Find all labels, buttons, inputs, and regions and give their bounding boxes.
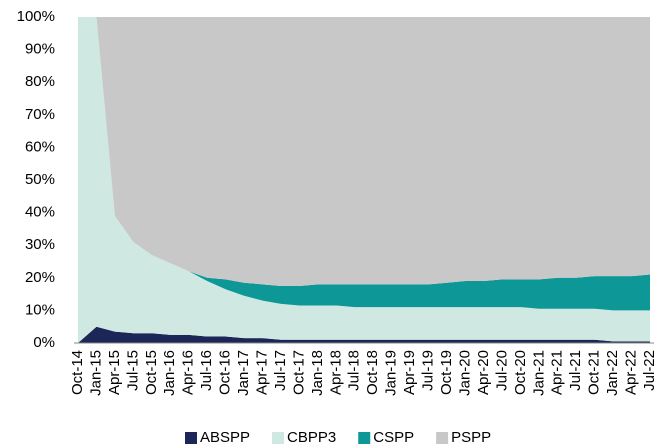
legend-label: CBPP3 [287, 429, 336, 446]
x-tick-label: Jan-17 [235, 350, 252, 396]
y-tick-label: 10% [25, 301, 55, 318]
legend-label: ABSPP [200, 429, 250, 446]
legend-label: CSPP [373, 429, 414, 446]
x-tick-label: Jan-19 [383, 350, 400, 396]
x-tick-label: Jul-16 [198, 350, 215, 391]
x-tick-label: Jan-16 [161, 350, 178, 396]
legend-swatch [436, 432, 449, 444]
x-tick-label: Jul-21 [567, 350, 584, 391]
legend-label: PSPP [451, 429, 491, 446]
x-tick-label: Jul-20 [493, 350, 510, 391]
x-tick-label: Apr-18 [327, 350, 344, 395]
x-tick-label: Oct-18 [364, 350, 381, 395]
y-tick-label: 20% [25, 269, 55, 286]
x-tick-label: Jul-19 [420, 350, 437, 391]
y-tick-label: 0% [33, 334, 55, 351]
x-tick-label: Jul-22 [641, 350, 658, 391]
y-tick-label: 90% [25, 41, 55, 58]
x-tick-label: Apr-22 [623, 350, 640, 395]
y-tick-label: 60% [25, 138, 55, 155]
y-tick-label: 30% [25, 236, 55, 253]
x-tick-label: Oct-14 [69, 350, 86, 395]
y-tick-label: 100% [17, 8, 55, 25]
x-tick-label: Apr-19 [401, 350, 418, 395]
x-tick-label: Oct-15 [143, 350, 160, 395]
area [78, 17, 650, 311]
y-tick-label: 80% [25, 73, 55, 90]
y-tick-label: 50% [25, 171, 55, 188]
x-tick-label: Jul-18 [346, 350, 363, 391]
x-tick-label: Apr-16 [180, 350, 197, 395]
x-tick-label: Apr-15 [106, 350, 123, 395]
x-tick-label: Jan-22 [604, 350, 621, 396]
area [78, 17, 650, 343]
y-tick-label: 70% [25, 106, 55, 123]
x-tick-label: Apr-20 [475, 350, 492, 395]
x-tick-label: Jan-20 [456, 350, 473, 396]
x-tick-label: Oct-16 [217, 350, 234, 395]
x-tick-label: Jan-18 [309, 350, 326, 396]
x-tick-label: Oct-21 [586, 350, 603, 395]
area [78, 326, 650, 343]
x-tick-label: Apr-17 [253, 350, 270, 395]
x-tick-label: Jul-17 [272, 350, 289, 391]
x-tick-label: Oct-19 [438, 350, 455, 395]
x-tick-label: Oct-20 [512, 350, 529, 395]
legend-swatch [272, 432, 285, 444]
area [78, 17, 650, 286]
legend-swatch [358, 432, 371, 444]
x-tick-label: Jul-15 [124, 350, 141, 391]
x-tick-label: Jan-21 [530, 350, 547, 396]
y-tick-label: 40% [25, 204, 55, 221]
x-tick-label: Jan-15 [87, 350, 104, 396]
legend-swatch [185, 432, 197, 444]
x-tick-label: Apr-21 [549, 350, 566, 395]
x-tick-label: Oct-17 [290, 350, 307, 395]
